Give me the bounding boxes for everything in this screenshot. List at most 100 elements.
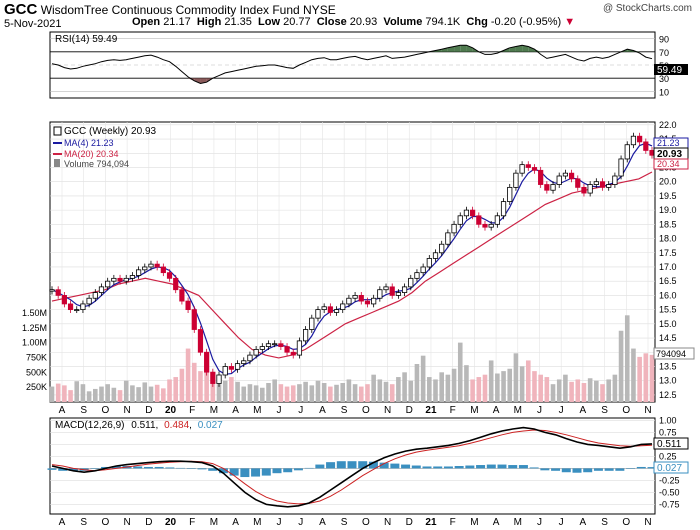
volume-bar xyxy=(247,384,253,402)
volume-bar xyxy=(414,364,420,402)
x-tick-label: A xyxy=(319,405,326,416)
volume-tick-label: 1.50M xyxy=(22,308,47,318)
candle-body xyxy=(234,363,241,370)
candle-body xyxy=(606,184,612,188)
x-tick-label: J xyxy=(298,517,303,528)
volume-bar xyxy=(457,342,463,402)
volume-tick-label: 1.25M xyxy=(22,323,47,333)
macd-tick-label: -0.25 xyxy=(659,475,680,485)
macd-hist-bar xyxy=(561,468,571,473)
macd-line xyxy=(51,426,653,508)
close-label: Close xyxy=(316,16,347,28)
macd-hist-bar xyxy=(615,468,625,471)
macd-hist-bar xyxy=(58,468,68,471)
volume-bar xyxy=(538,374,543,402)
x-tick-label: 21 xyxy=(425,405,437,416)
ma4-tag: 21.23 xyxy=(657,138,680,148)
macd-legend-prefix: MACD(12,26,9) xyxy=(55,420,124,431)
volume-bar xyxy=(575,379,581,402)
rsi-overbought-fill xyxy=(466,45,473,52)
x-tick-label: 20 xyxy=(165,517,177,528)
macd-hist-bar xyxy=(208,468,218,471)
volume-bar xyxy=(396,377,401,402)
candle-body xyxy=(111,277,117,282)
candle-body xyxy=(519,164,525,174)
volume-bar xyxy=(278,384,284,402)
candle-body xyxy=(265,343,272,347)
rsi-grid xyxy=(50,38,655,92)
candle-body xyxy=(129,275,136,279)
macd-tick-label: -0.50 xyxy=(659,487,680,497)
header-line-1: GCC WisdomTree Continuous Commodity Inde… xyxy=(4,1,336,18)
rsi-overbought-fill xyxy=(454,45,461,52)
candle-body xyxy=(568,172,575,180)
candle-body xyxy=(204,351,210,373)
candle-body xyxy=(451,223,457,234)
symbol: GCC xyxy=(4,1,38,18)
macd-hist-bar xyxy=(636,466,646,469)
candle-body xyxy=(278,343,284,347)
price-tick-label: 14.5 xyxy=(659,333,677,343)
macd-hist-bar xyxy=(422,466,432,469)
legend-ma20: MA(20) 20.34 xyxy=(64,149,119,159)
macd-hist-bar xyxy=(90,468,100,469)
macd-hist-bar xyxy=(379,462,389,469)
x-tick-label: A xyxy=(493,517,500,528)
volume-bar xyxy=(55,383,61,402)
volume-bar xyxy=(488,360,494,402)
candle-body xyxy=(439,243,445,254)
x-tick-label: N xyxy=(123,517,130,528)
x-tick-label: S xyxy=(80,405,87,416)
x-tick-label: A xyxy=(493,405,500,416)
volume-bar xyxy=(321,383,327,402)
candle-body xyxy=(457,215,463,225)
candle-body xyxy=(575,178,581,188)
volume-bar xyxy=(204,372,209,402)
candle-body xyxy=(593,181,599,185)
rsi-overbought-fill xyxy=(460,45,467,52)
candle-body xyxy=(191,309,197,330)
macd-hist-bar xyxy=(540,468,550,471)
candle-body xyxy=(544,184,550,191)
candle-body xyxy=(55,289,61,296)
macd-tick-label: -0.75 xyxy=(659,499,680,509)
x-tick-label: J xyxy=(559,517,564,528)
candle-body xyxy=(222,366,228,376)
volume-bar xyxy=(161,388,166,402)
macd-hist-bar xyxy=(454,466,464,469)
candle-body xyxy=(463,209,470,217)
macd-hist-bar xyxy=(336,461,346,469)
x-tick-label: J xyxy=(559,405,564,416)
macd-hist-bar xyxy=(647,467,657,469)
macd-hist-bar xyxy=(272,468,282,474)
x-tick-label: S xyxy=(601,517,608,528)
header-line-2: 5-Nov-2021 xyxy=(4,18,61,30)
candle-body xyxy=(513,172,519,188)
macd-hist-bar xyxy=(143,466,153,469)
macd-hist-bar xyxy=(251,468,261,477)
candle-body xyxy=(352,295,358,299)
macd-tag-bg xyxy=(653,437,689,450)
volume-bar xyxy=(198,371,203,402)
low-label: Low xyxy=(258,16,281,28)
macd-hist-bar xyxy=(293,468,303,471)
candle-body xyxy=(86,297,92,305)
candle-body xyxy=(562,172,569,177)
candle-body xyxy=(494,215,500,225)
x-tick-label: D xyxy=(406,517,413,528)
volume-bar xyxy=(123,380,129,402)
candle-body xyxy=(432,252,439,259)
volume-bar xyxy=(266,383,271,402)
volume-bar xyxy=(402,372,407,402)
macd-hist-bar xyxy=(551,468,561,471)
price-tick-label: 20.0 xyxy=(659,177,677,187)
candle-body xyxy=(49,289,55,292)
macd-hist-bar xyxy=(593,468,603,471)
candle-body xyxy=(637,135,643,143)
candle-body xyxy=(160,266,166,274)
candle-body xyxy=(401,286,408,293)
candle-body xyxy=(383,286,389,291)
volume-bar xyxy=(606,379,612,402)
candle-body xyxy=(346,297,352,305)
candle-body xyxy=(426,258,432,268)
